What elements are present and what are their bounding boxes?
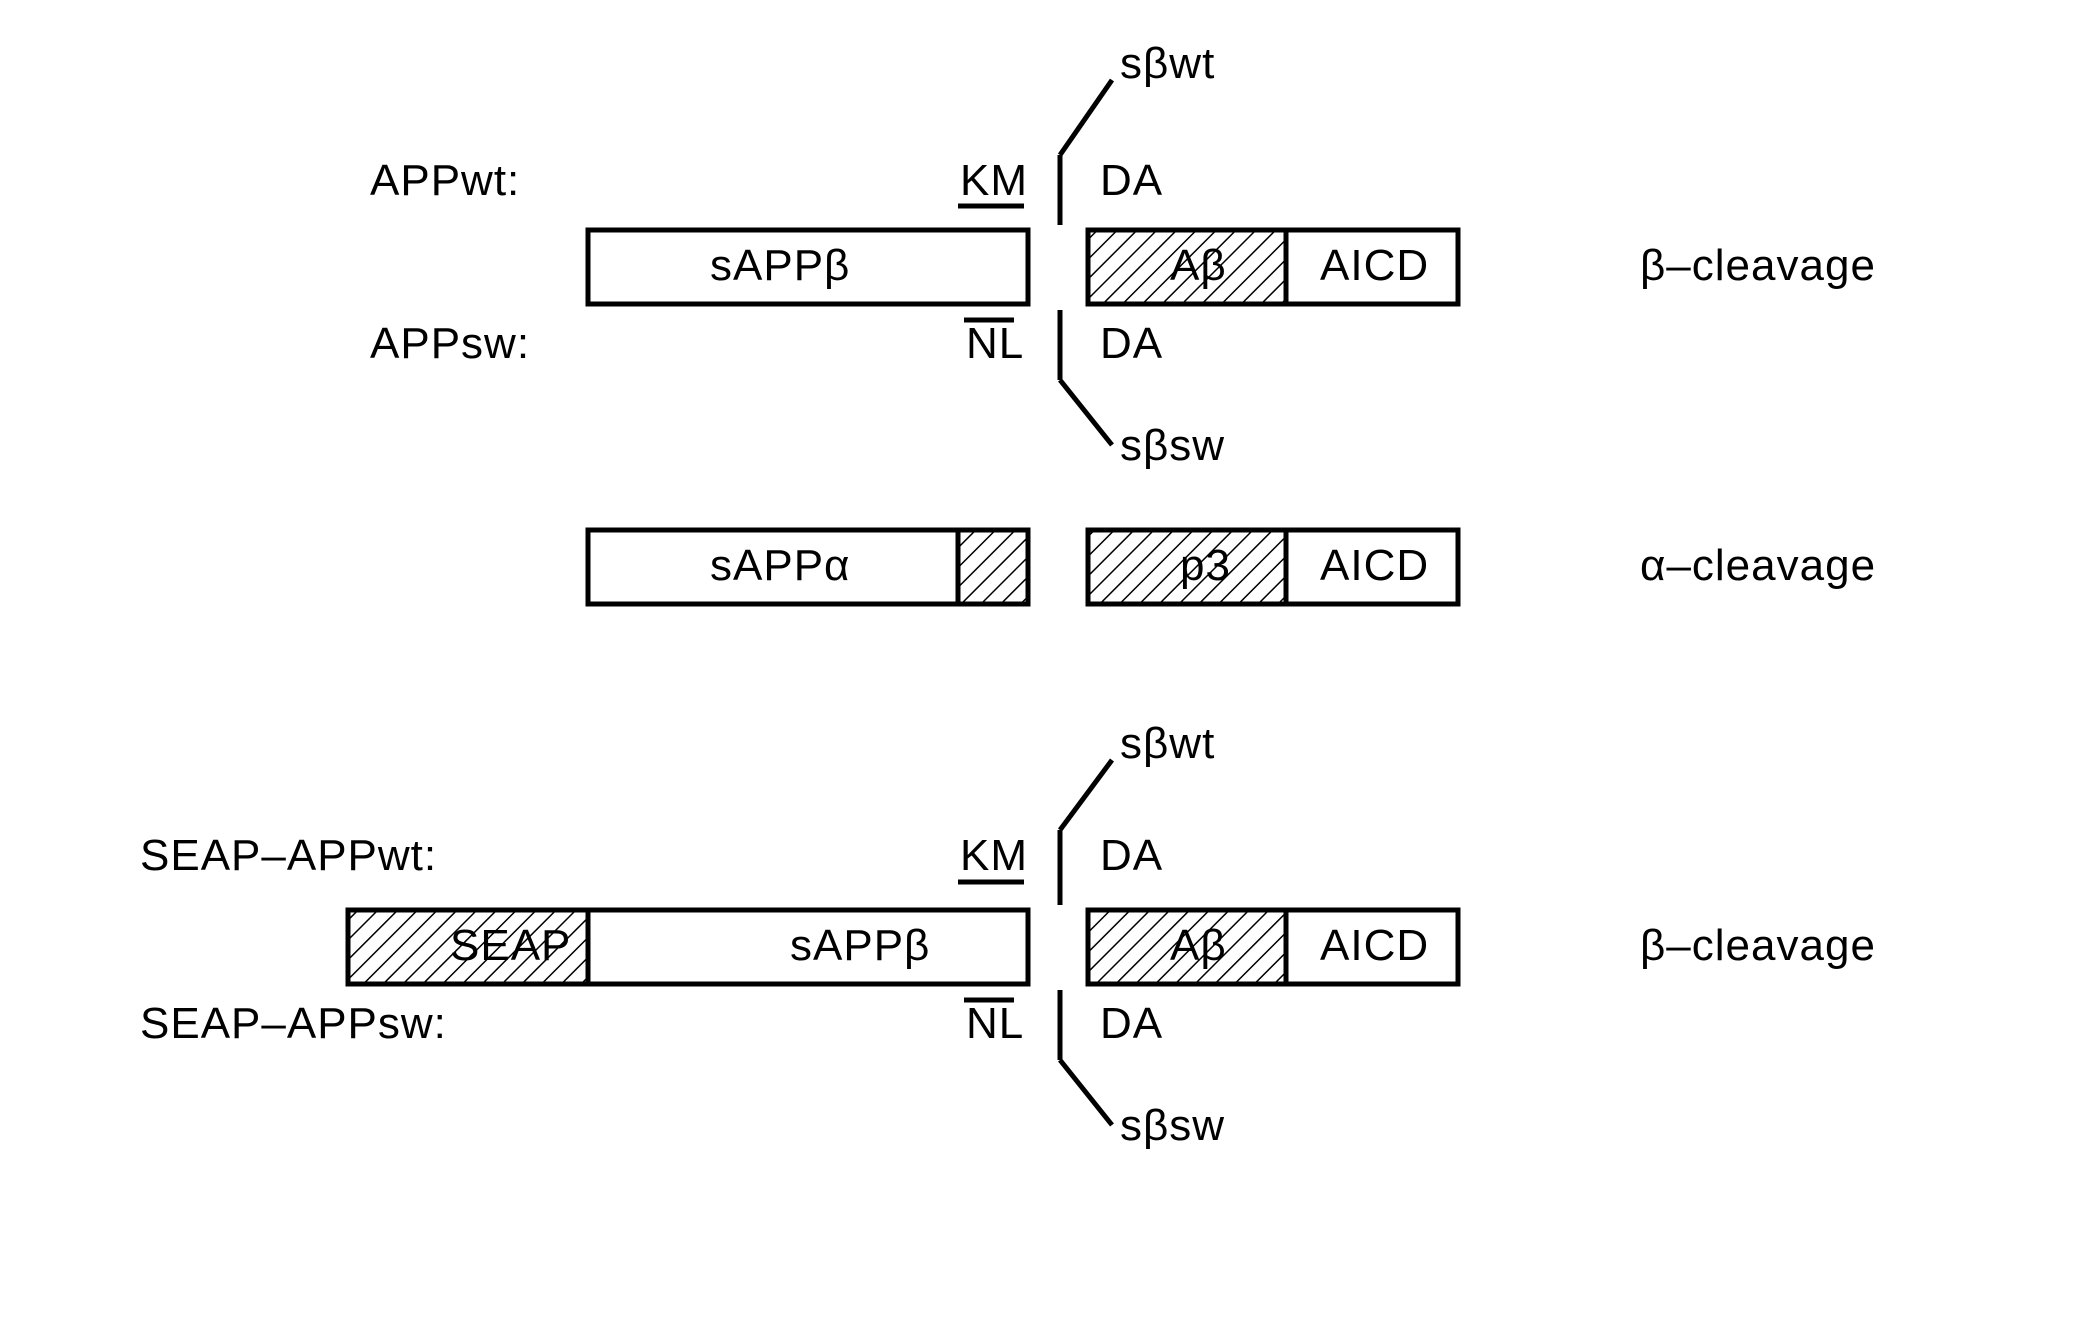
label-appwt: APPwt:	[370, 156, 520, 205]
label-AICD3: AICD	[1320, 921, 1429, 970]
label-beta_cleave2: β–cleavage	[1640, 921, 1876, 970]
label-DA1: DA	[1100, 156, 1163, 205]
cleavage-pointer	[1060, 380, 1112, 445]
label-alpha_cleave: α–cleavage	[1640, 541, 1876, 590]
label-p3: p3	[1180, 541, 1231, 590]
label-seap_appsw: SEAP–APPsw:	[140, 999, 447, 1048]
label-DA4: DA	[1100, 999, 1163, 1048]
label-appsw: APPsw:	[370, 319, 530, 368]
label-sbsw_top: sβsw	[1120, 421, 1225, 470]
label-DA2: DA	[1100, 319, 1163, 368]
label-sbwt_bot: sβwt	[1120, 719, 1215, 768]
label-NL1: NL	[966, 319, 1024, 368]
label-KM1: KM	[960, 156, 1028, 205]
label-sbwt_top: sβwt	[1120, 39, 1215, 88]
label-Ab2: Aβ	[1170, 921, 1227, 970]
label-Ab1: Aβ	[1170, 241, 1227, 290]
label-sAPPb1: sAPPβ	[710, 241, 850, 290]
label-sAPPb2: sAPPβ	[790, 921, 930, 970]
label-seap_appwt: SEAP–APPwt:	[140, 831, 437, 880]
domain-segment	[958, 530, 1028, 604]
label-DA3: DA	[1100, 831, 1163, 880]
label-AICD1: AICD	[1320, 241, 1429, 290]
cleavage-pointer	[1060, 80, 1112, 155]
label-beta_cleave1: β–cleavage	[1640, 241, 1876, 290]
cleavage-pointer	[1060, 1060, 1112, 1125]
label-KM2: KM	[960, 831, 1028, 880]
label-sAPPa: sAPPα	[710, 541, 850, 590]
label-sbsw_bot: sβsw	[1120, 1101, 1225, 1150]
diagram-root: APPwt: APPsw: SEAP–APPwt: SEAP–APPsw: β–clea…	[0, 0, 2080, 1320]
label-NL2: NL	[966, 999, 1024, 1048]
cleavage-pointer	[1060, 760, 1112, 830]
label-SEAP: SEAP	[450, 921, 571, 970]
label-AICD2: AICD	[1320, 541, 1429, 590]
